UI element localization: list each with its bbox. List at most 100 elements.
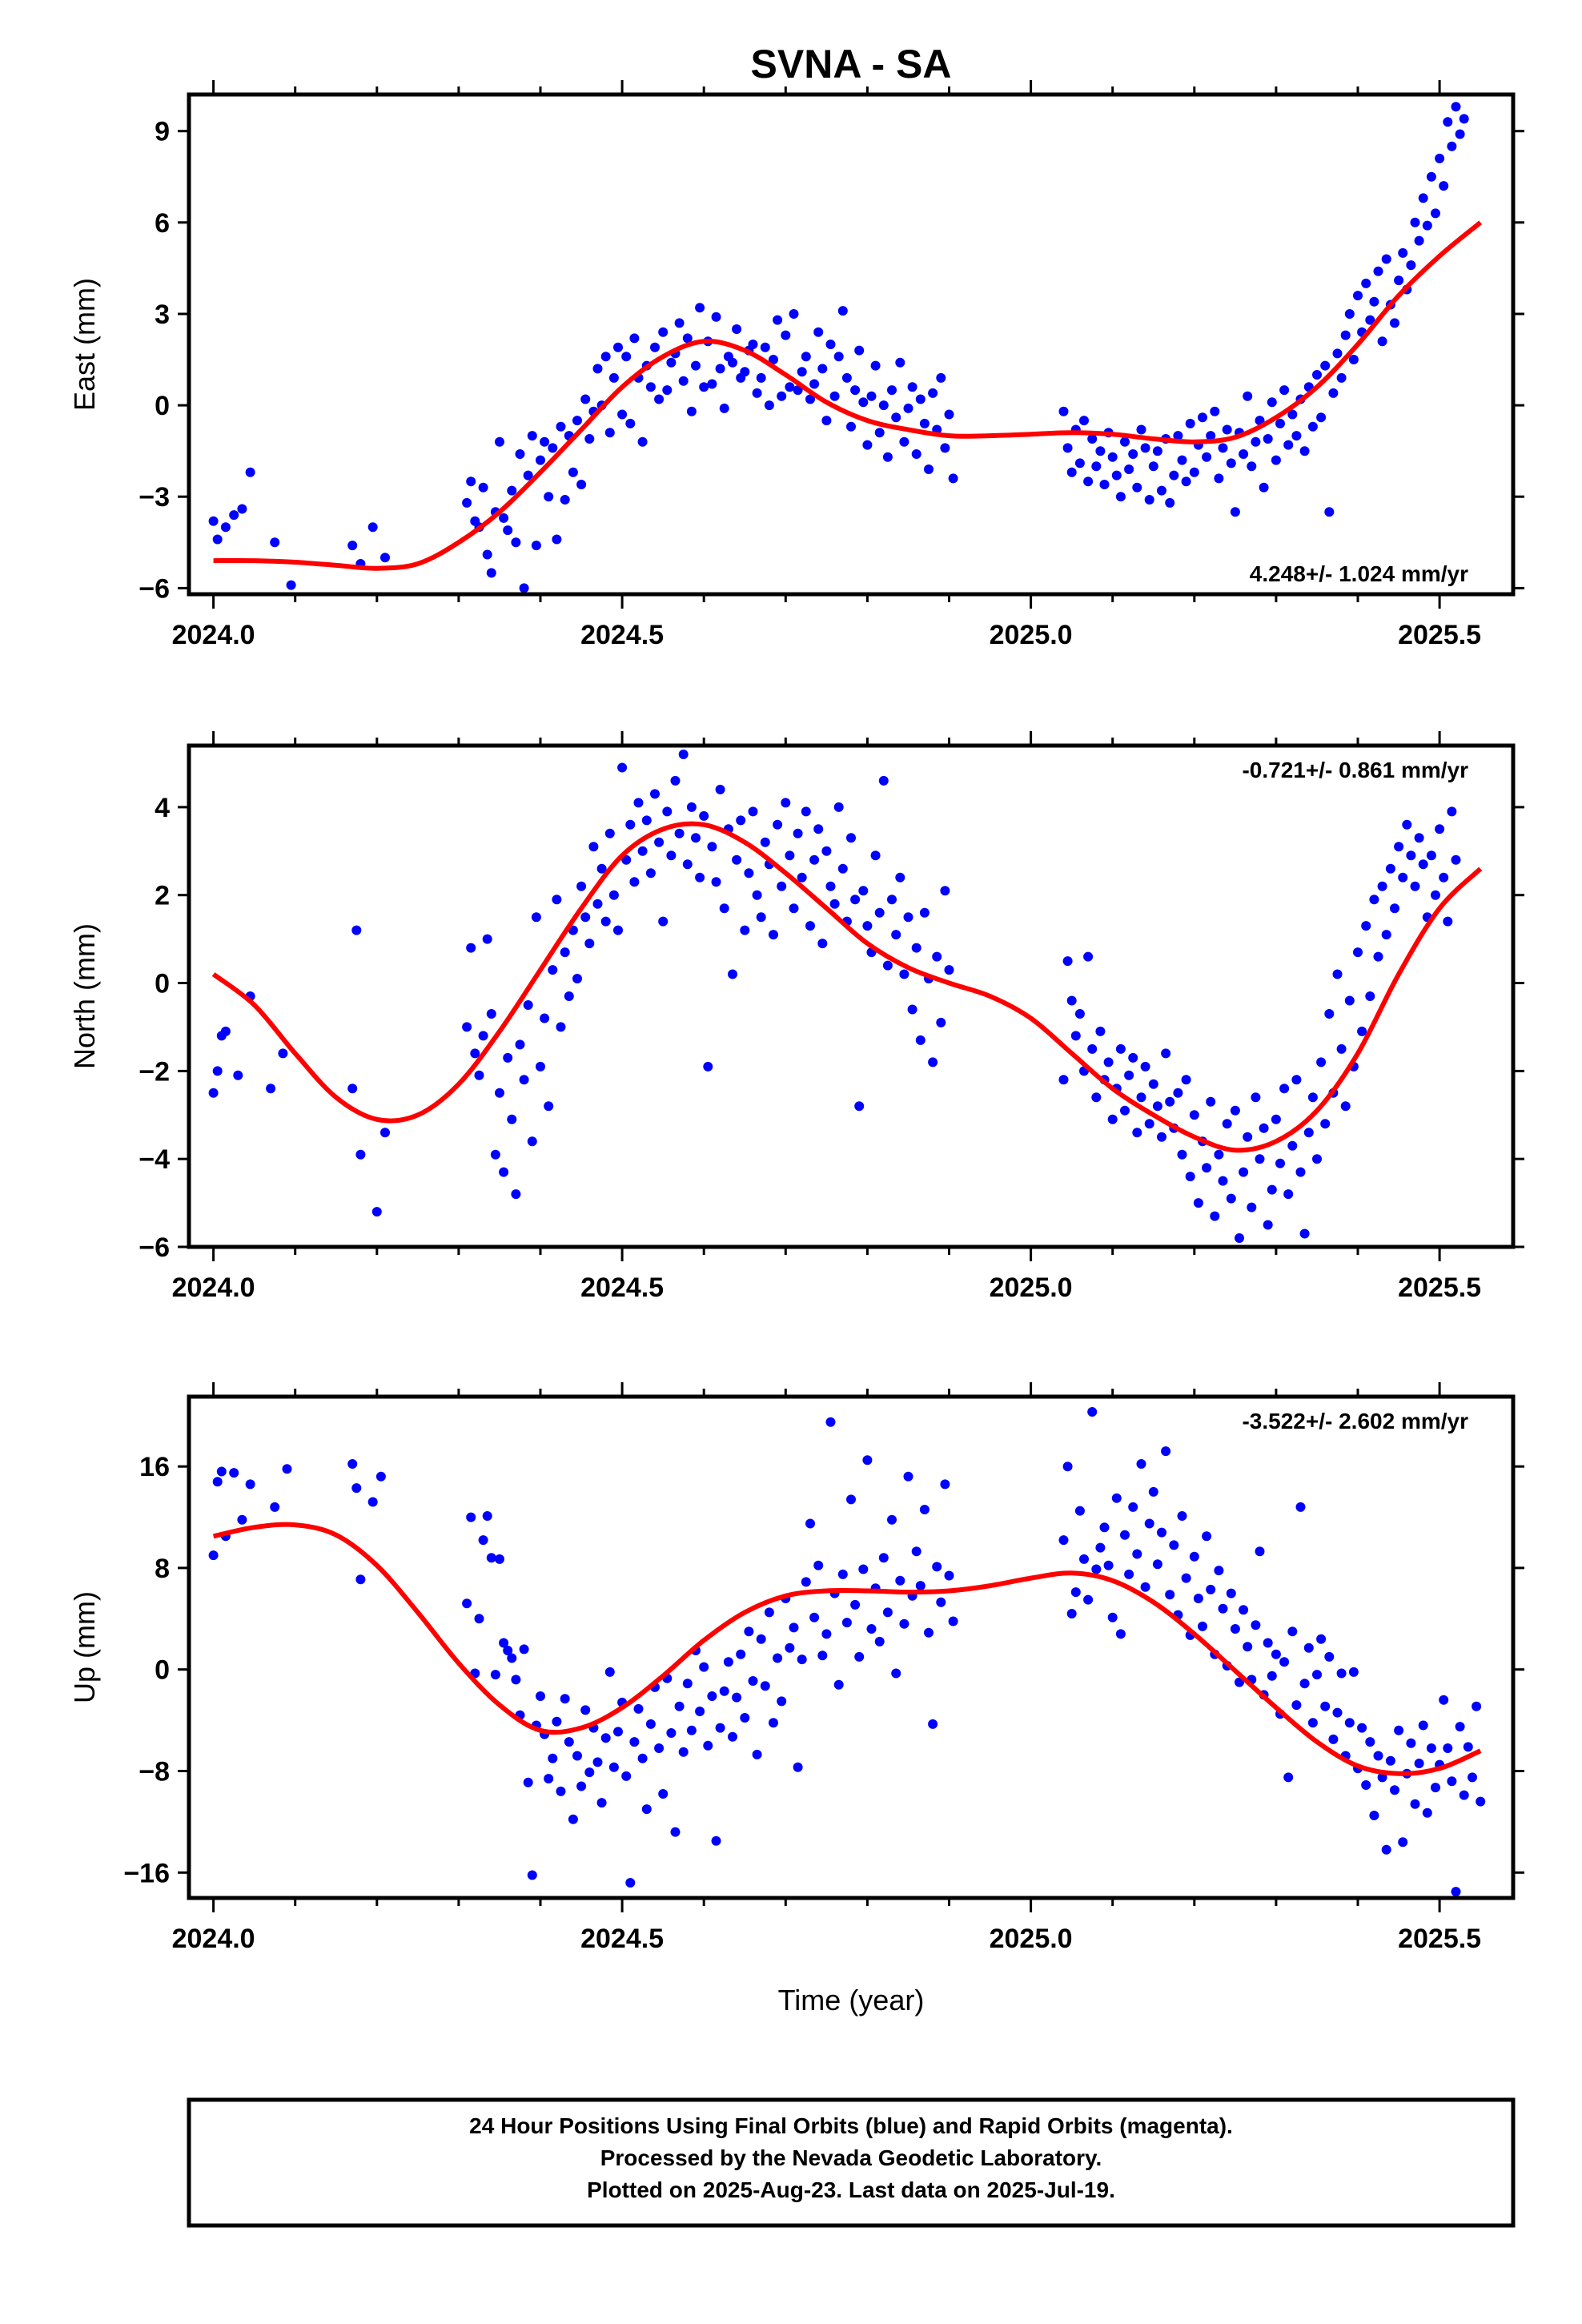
east-data-point [1111, 470, 1122, 480]
east-data-point [837, 306, 848, 316]
north-data-point [482, 934, 492, 944]
up-data-point [915, 1581, 926, 1591]
up-data-point [1459, 1790, 1469, 1800]
east-data-point [944, 409, 954, 420]
east-data-point [367, 522, 378, 533]
north-data-point [678, 750, 689, 759]
east-data-point [1177, 455, 1187, 465]
up-data-point [887, 1514, 897, 1525]
east-data-point [1218, 443, 1228, 453]
east-data-point [948, 473, 958, 484]
north-data-point [1222, 1119, 1232, 1129]
up-data-point [723, 1657, 733, 1667]
up-data-point [1283, 1772, 1294, 1783]
north-data-point [629, 877, 640, 887]
north-data-point [645, 868, 656, 879]
up-data-point [511, 1675, 521, 1685]
north-data-point [1414, 833, 1424, 843]
north-data-point [536, 1061, 545, 1072]
east-data-point [1124, 464, 1134, 474]
north-data-point [1373, 951, 1383, 962]
north-data-point [728, 969, 737, 979]
east-data-point [732, 324, 742, 334]
north-data-point [1291, 1075, 1302, 1085]
up-data-point [1422, 1807, 1432, 1818]
up-data-point [270, 1502, 280, 1512]
up-data-point [1332, 1707, 1343, 1718]
east-y-tick-label: 9 [155, 117, 170, 147]
up-data-point [629, 1737, 640, 1747]
north-x-tick-label: 2024.0 [172, 1273, 255, 1303]
east-data-point [1398, 247, 1408, 258]
north-data-point [1451, 854, 1461, 865]
north-data-point [490, 1149, 500, 1160]
up-data-point [1165, 1590, 1175, 1600]
north-data-point [1443, 916, 1453, 927]
north-data-point [821, 846, 832, 856]
north-data-point [907, 1004, 917, 1015]
north-data-point [911, 943, 921, 953]
north-data-point [641, 815, 652, 826]
east-data-point [486, 568, 496, 578]
north-data-point [1136, 1092, 1146, 1103]
north-data-point [1275, 1158, 1285, 1168]
east-data-point [756, 372, 766, 383]
up-data-point [355, 1574, 366, 1585]
north-y-tick-label: 4 [155, 793, 170, 823]
north-fit-line [211, 821, 1483, 1153]
up-data-point [764, 1607, 774, 1618]
east-data-point [785, 382, 795, 392]
north-data-point [862, 921, 873, 931]
up-data-point [645, 1719, 656, 1729]
up-data-point [748, 1676, 758, 1686]
east-data-point [719, 403, 729, 413]
east-data-point [637, 436, 648, 447]
footer-line-1: 24 Hour Positions Using Final Orbits (bl… [469, 2113, 1233, 2138]
east-data-point [1324, 507, 1335, 517]
north-data-point [212, 1066, 223, 1076]
east-data-point [650, 342, 660, 352]
east-data-point [654, 394, 665, 404]
north-data-point [503, 1052, 513, 1063]
up-data-point [654, 1743, 665, 1753]
up-data-point [621, 1771, 632, 1781]
east-data-point [1079, 416, 1089, 426]
north-data-point [552, 895, 562, 905]
up-data-point [351, 1483, 362, 1494]
up-data-point [1468, 1772, 1477, 1783]
east-data-point [462, 497, 472, 508]
east-data-point [1107, 452, 1118, 462]
north-data-point [584, 939, 595, 949]
east-y-tick-label: 0 [155, 391, 170, 421]
up-data-point [858, 1564, 869, 1574]
up-data-point [556, 1786, 566, 1796]
up-y-tick-label: −8 [139, 1757, 170, 1787]
up-data-point [932, 1562, 942, 1572]
up-data-point [536, 1691, 545, 1701]
north-data-point [1316, 1057, 1327, 1068]
up-data-point [245, 1479, 255, 1490]
up-data-point [736, 1649, 746, 1659]
up-data-point [1103, 1560, 1114, 1570]
east-data-point [511, 537, 521, 548]
up-data-point [866, 1624, 877, 1634]
up-data-point [596, 1798, 607, 1808]
up-data-point [674, 1701, 685, 1711]
up-data-point [678, 1747, 689, 1757]
east-data-point [805, 394, 815, 404]
north-data-point [769, 930, 778, 940]
east-data-point [936, 372, 946, 383]
east-data-point [1435, 153, 1445, 163]
north-data-point [1157, 1132, 1166, 1142]
north-data-point [858, 886, 869, 896]
up-data-point [1267, 1671, 1277, 1681]
up-data-point [466, 1512, 476, 1522]
up-data-point [1418, 1720, 1428, 1731]
up-data-point [891, 1668, 901, 1679]
up-y-tick-label: 16 [139, 1452, 170, 1482]
up-data-point [608, 1762, 619, 1772]
north-data-point [580, 912, 591, 923]
up-data-point [1303, 1642, 1314, 1653]
up-data-point [1148, 1486, 1158, 1497]
up-data-point [707, 1691, 717, 1701]
